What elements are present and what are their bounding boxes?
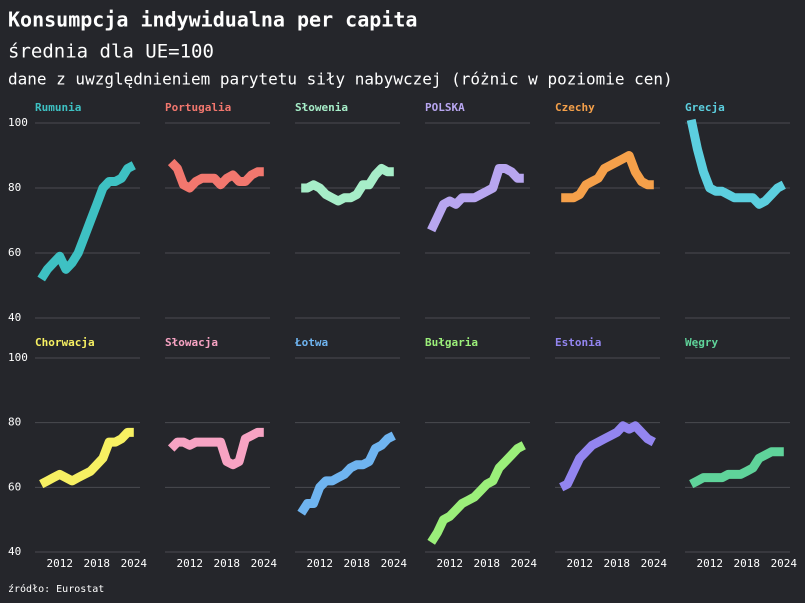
y-tick-label: 80 [8, 181, 21, 194]
panel-title: Słowacja [165, 336, 218, 349]
data-line [37, 161, 136, 282]
y-tick-label: 40 [8, 311, 21, 324]
x-tick-label: 2018 [604, 557, 631, 570]
y-tick-label: 40 [8, 545, 21, 558]
y-tick-label: 100 [8, 351, 28, 364]
x-tick-label: 2018 [214, 557, 241, 570]
data-line [167, 158, 264, 193]
y-tick-label: 100 [8, 116, 28, 129]
x-tick-label: 2024 [511, 557, 538, 570]
x-tick-label: 2012 [176, 557, 203, 570]
x-tick-label: 2018 [474, 557, 501, 570]
x-tick-label: 2024 [251, 557, 278, 570]
chart-subtitle: średnia dla UE=100 [8, 41, 214, 63]
panel-title: POLSKA [425, 101, 465, 114]
panel-title: Estonia [555, 336, 601, 349]
panel-title: Rumunia [35, 101, 81, 114]
chart-title: Konsumpcja indywidualna per capita [8, 8, 417, 32]
x-tick-label: 2012 [306, 557, 333, 570]
data-line [167, 427, 264, 470]
x-tick-label: 2024 [121, 557, 148, 570]
data-line [301, 164, 394, 206]
x-tick-label: 2012 [696, 557, 723, 570]
x-tick-label: 2012 [566, 557, 593, 570]
data-line [559, 421, 656, 492]
panel-title: Portugalia [165, 101, 231, 114]
panel-title: Chorwacja [35, 336, 95, 349]
data-line [561, 151, 654, 203]
panel-title: Łotwa [294, 336, 328, 349]
chart-note: dane z uwzględnieniem parytetu siły naby… [8, 70, 673, 89]
x-tick-label: 2024 [771, 557, 798, 570]
x-tick-label: 2012 [436, 557, 463, 570]
data-line [686, 118, 786, 209]
panel-title: Bułgaria [425, 336, 478, 349]
x-tick-label: 2018 [84, 557, 111, 570]
data-line [427, 164, 524, 233]
data-line [689, 447, 784, 489]
data-line [297, 431, 396, 516]
data-line [427, 441, 526, 545]
y-tick-label: 80 [8, 416, 21, 429]
source: źródło: Eurostat [8, 583, 104, 595]
y-tick-label: 60 [8, 480, 21, 493]
x-tick-label: 2018 [344, 557, 371, 570]
x-tick-label: 2012 [46, 557, 73, 570]
y-tick-label: 60 [8, 246, 21, 259]
x-tick-label: 2024 [641, 557, 668, 570]
panel-title: Słowenia [295, 101, 348, 114]
panel-title: Grecja [685, 101, 725, 114]
panel-title: Czechy [555, 101, 595, 114]
x-tick-label: 2024 [381, 557, 408, 570]
data-line [39, 427, 134, 489]
x-tick-label: 2018 [734, 557, 761, 570]
panel-title: Węgry [685, 336, 718, 349]
